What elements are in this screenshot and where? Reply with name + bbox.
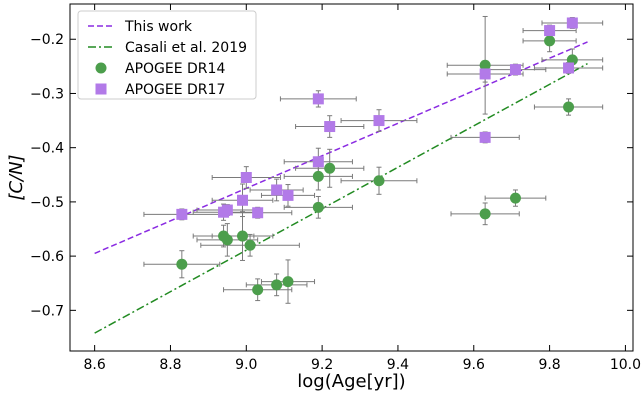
series-line [94,62,588,334]
dr17-point [312,93,324,105]
dr14-point [479,59,491,71]
dr17-point [479,68,491,80]
legend: This work Casali et al. 2019 APOGEE DR14 AP… [77,10,257,100]
dr17-point [324,121,336,133]
legend-label: APOGEE DR17 [125,82,225,98]
x-tick-label: 9.2 [311,357,333,373]
legend-square-swatch [95,83,107,95]
legend-label: APOGEE DR14 [125,61,225,77]
plot-frame [69,3,634,352]
x-axis-label: log(Age[yr]) [297,371,405,392]
dr14-point [244,239,256,251]
dr14-point [509,192,521,204]
dr14-point [312,170,324,182]
x-tick-label: 10.0 [610,357,641,373]
dr17-point [544,25,556,37]
legend-circle-swatch [95,62,107,74]
x-tick-label: 9.0 [235,357,257,373]
dr14-point [221,234,233,246]
y-axis-label: [C/N] [6,154,27,200]
dr17-point [221,204,233,216]
dr17-point [237,194,249,206]
axis-ticks-layer: 8.6 8.8 9.0 9.2 9.4 9.6 9.8 10.0 −0.7 −0.6 −0.5 −0.… [30,4,641,373]
dr17-point [509,64,521,76]
dr17-point [252,207,264,219]
dr14-point [563,101,575,113]
dr14-point [544,35,556,47]
dr14-point [312,201,324,213]
dr17-point [563,62,575,74]
legend-label: Casali et al. 2019 [125,40,247,56]
dr17-point [566,17,578,29]
x-tick-label: 9.4 [387,357,409,373]
y-tick-label: −0.4 [30,141,64,157]
x-tick-label: 9.8 [538,357,560,373]
y-tick-label: −0.2 [30,32,64,48]
dr17-point [271,184,283,196]
dr17-point [373,115,385,127]
dr17-point [479,131,491,143]
x-tick-label: 8.8 [159,357,181,373]
dr14-point [282,276,294,288]
dr17-point [282,189,294,201]
dr17-point [312,156,324,168]
y-tick-label: −0.5 [30,195,64,211]
dr14-point [252,284,264,296]
dr17-point [240,172,252,183]
dr14-point [271,279,283,291]
y-tick-label: −0.3 [30,86,64,102]
y-tick-label: −0.7 [30,303,64,319]
legend-label: This work [124,19,193,35]
y-tick-label: −0.6 [30,249,64,265]
dr14-point [373,175,385,187]
dr14-point [176,258,188,270]
dr14-point [237,230,249,242]
series-line [94,41,588,255]
dr14-point [479,208,491,220]
dr14-point [324,162,336,174]
dr17-point [176,208,188,220]
x-tick-label: 8.6 [84,357,106,373]
x-tick-label: 9.6 [463,357,485,373]
legend-box [77,10,257,100]
fit-lines-layer [94,41,588,334]
data-points-layer [176,17,578,296]
